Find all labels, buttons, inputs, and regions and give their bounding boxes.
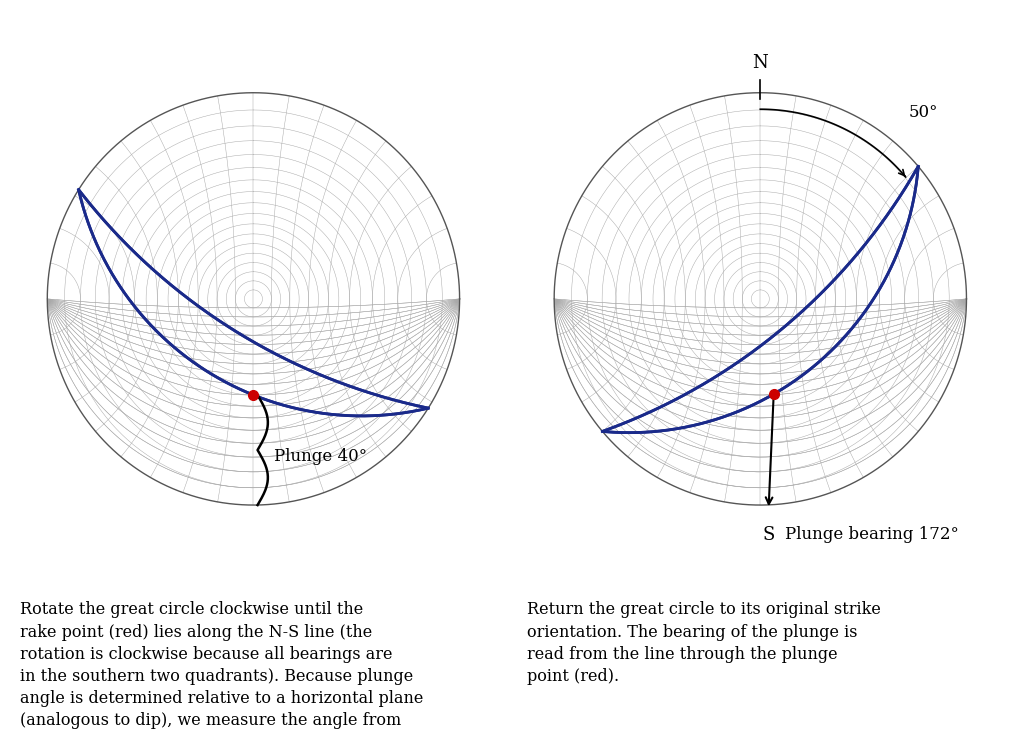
Text: Plunge 40°: Plunge 40° [274,448,368,464]
Text: 50°: 50° [908,104,938,122]
Text: Return the great circle to its original strike
orientation. The bearing of the p: Return the great circle to its original … [527,601,882,685]
Text: Plunge bearing 172°: Plunge bearing 172° [785,526,958,542]
Text: Rotate the great circle clockwise until the
rake point (red) lies along the N-S : Rotate the great circle clockwise until … [20,601,424,729]
Text: N: N [753,54,768,72]
Text: S: S [763,526,775,544]
